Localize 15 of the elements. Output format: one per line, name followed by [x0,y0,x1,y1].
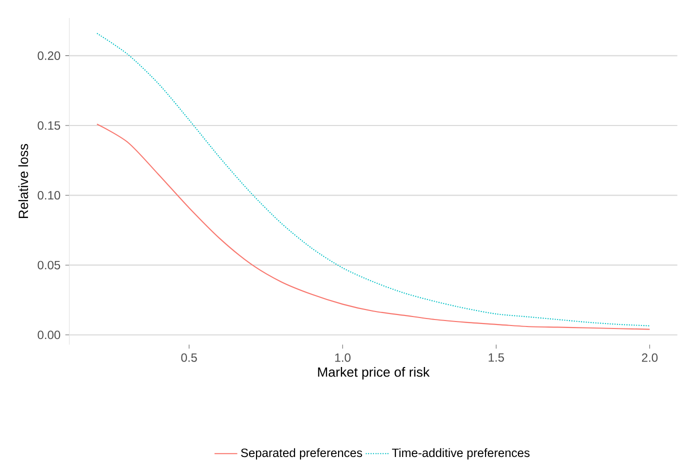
y-tick-label: 0.05 [38,260,60,270]
x-tick-label: 1.5 [488,353,504,362]
legend-label: Separated preferences [241,448,362,460]
line-series [96,32,650,326]
x-axis-title: Market price of risk [318,366,430,380]
x-tick-label: 2.0 [642,353,658,362]
y-tick-label: 0.10 [38,190,60,200]
y-tick-label: 0.00 [38,330,60,339]
y-tick-label: 0.15 [38,121,60,130]
y-axis-title: Relative loss [18,144,28,218]
x-tick-label: 0.5 [181,353,197,362]
y-tick-label: 0.20 [38,51,60,60]
x-tick-label: 1.0 [335,353,351,362]
legend-label: Time-additive preferences [392,448,530,460]
line-series [96,123,650,330]
